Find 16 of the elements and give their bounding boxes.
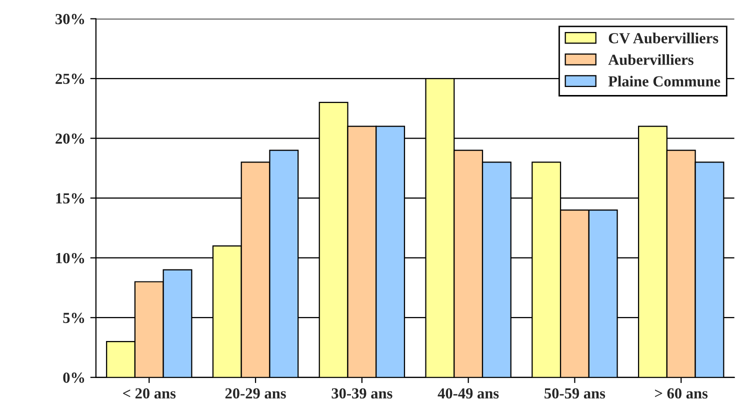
y-tick-label: 0% — [63, 372, 84, 383]
legend-label: Aubervilliers — [608, 54, 694, 65]
x-tick-label: 20-29 ans — [225, 388, 286, 399]
y-tick-label: 10% — [56, 252, 84, 264]
x-tick-label: 50-59 ans — [544, 388, 606, 399]
y-tick-label: 20% — [56, 133, 84, 144]
y-tick-label: 15% — [56, 193, 84, 204]
y-tick-label: 25% — [56, 74, 84, 84]
legend-label: Plaine Commune — [608, 76, 720, 87]
x-tick-label: 30-39 ans — [332, 388, 392, 399]
y-tick-label: 5% — [63, 312, 84, 324]
x-tick-label: < 20 ans — [123, 388, 176, 399]
y-tick-label: 30% — [56, 14, 84, 24]
legend-label: CV Aubervilliers — [608, 32, 718, 44]
x-tick-label: 40-49 ans — [438, 388, 499, 399]
x-tick-label: > 60 ans — [655, 388, 708, 399]
